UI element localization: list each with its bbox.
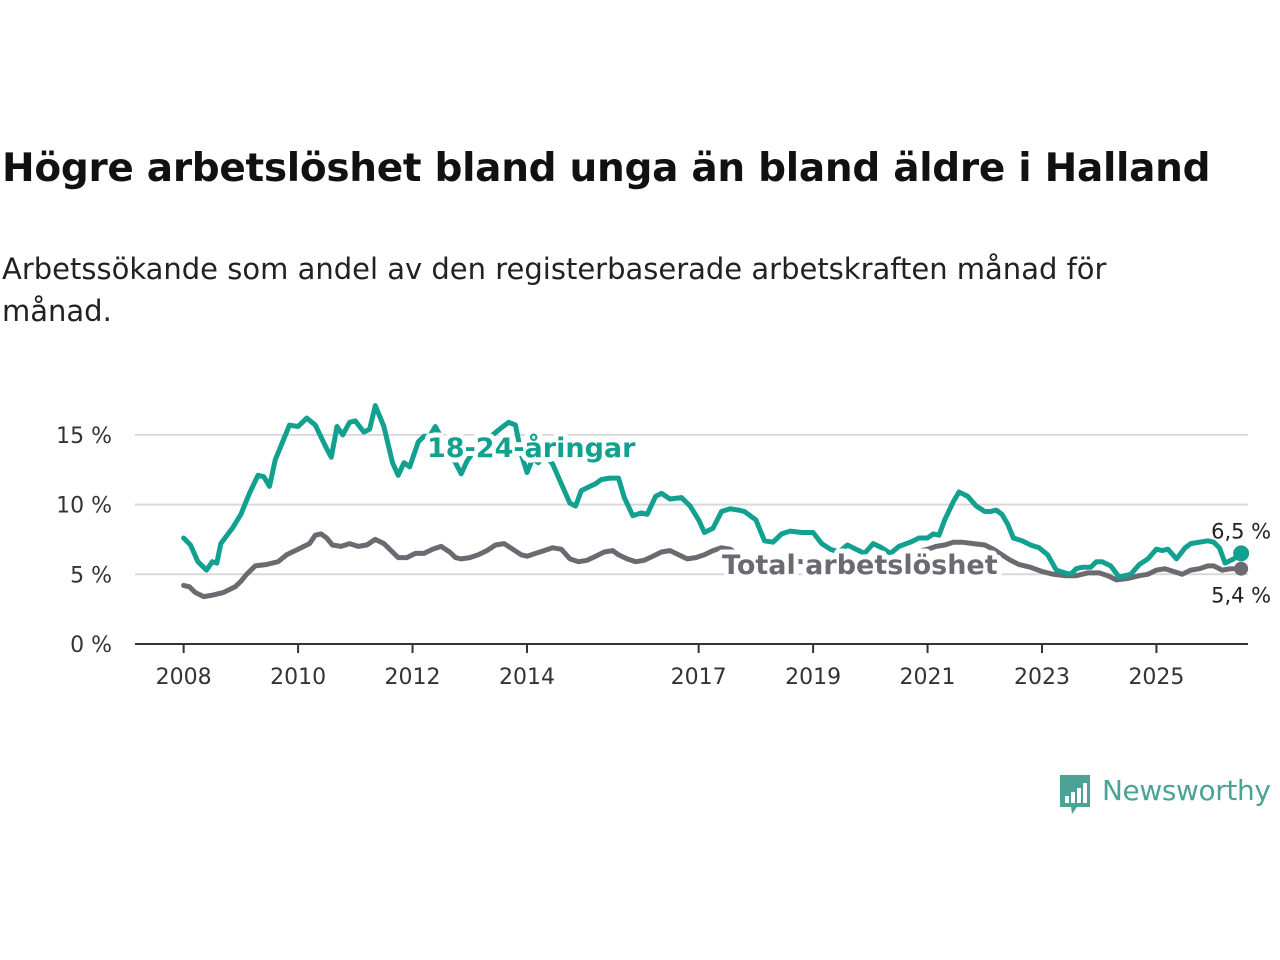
youth-end-label: 6,5 % [1211,519,1271,543]
total-end-label: 5,4 % [1211,584,1271,608]
x-tick-label: 2010 [270,665,326,690]
youth-series-line [181,403,1244,580]
y-tick-label: 0 % [70,633,112,658]
y-tick-label: 15 % [56,424,112,449]
y-tick-label: 5 % [70,563,112,588]
x-tick-label: 2008 [156,665,212,690]
youth-end-point [1233,545,1250,562]
x-tick-label: 2025 [1128,665,1184,690]
youth-series-label-halo: 18-24-åringar [427,432,636,464]
x-axis: 2008 2010 2012 2014 2017 2019 2021 2023 2025 [135,643,1248,690]
x-tick-label: 2012 [385,665,441,690]
x-tick-label: 2019 [785,665,841,690]
x-tick-label: 2023 [1014,665,1070,690]
total-series-label: Total arbetslöshet [722,550,998,581]
x-tick-label: 2014 [499,665,555,690]
bar-chart-speech-bubble-icon [1060,775,1090,814]
total-series-label-halo: Total arbetslöshet [722,550,998,581]
x-tick-label: 2017 [671,665,727,690]
logo-text: Newsworthy [1102,774,1271,807]
chart-subtitle: Arbetssökande som andel av den registerb… [2,252,1107,328]
total-end-point [1234,561,1249,576]
youth-series-label: 18-24-åringar [427,432,636,464]
y-tick-label: 10 % [56,494,112,519]
total-series-line [181,531,1244,600]
chart-title: Högre arbetslöshet bland unga än bland ä… [2,146,1211,191]
y-axis: 0 % 5 % 10 % 15 % [56,424,112,658]
series-lines [181,403,1250,600]
line-chart: 0 %5 %10 %15 % 2008 2010 2012 2014 2017 2019 2… [56,403,1271,690]
series-labels: 6,5 %5,4 %18-24-åringar18-24-åringarTota… [422,427,1271,608]
newsworthy-logo: Newsworthy [1058,774,1271,820]
x-tick-label: 2021 [900,665,956,690]
